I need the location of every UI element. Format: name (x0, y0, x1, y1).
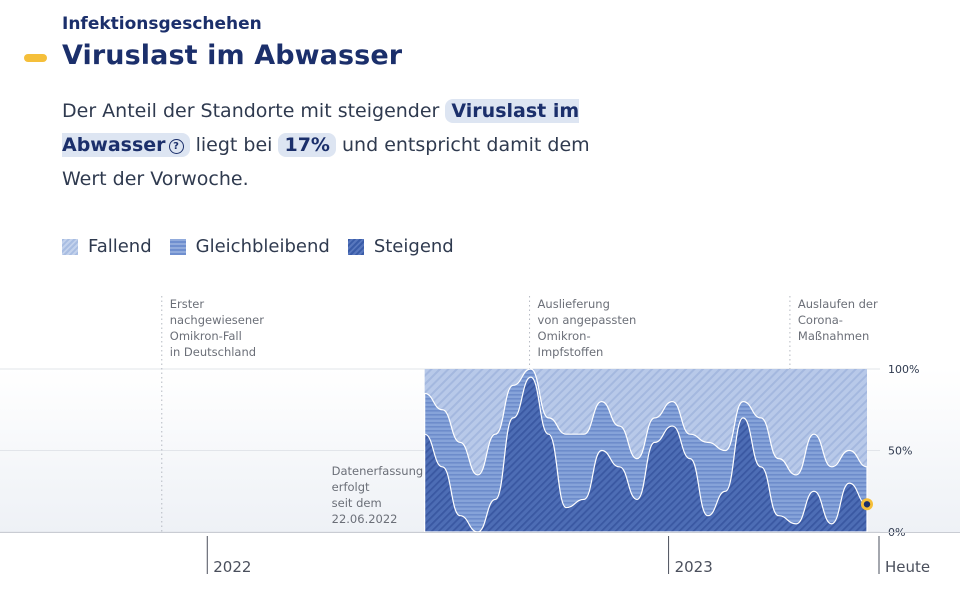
legend-item-gleichbleibend: Gleichbleibend (169, 236, 330, 257)
page-title: Viruslast im Abwasser (62, 40, 403, 71)
metric-chip-label: Viruslast im Abwasser (62, 100, 580, 156)
section-eyebrow: Infektionsgeschehen (62, 14, 262, 34)
accent-bar (24, 54, 47, 62)
x-tick-label: 2022 (213, 558, 251, 576)
info-circle-icon[interactable]: ? (168, 139, 184, 154)
legend-swatch-gleichbleibend (169, 238, 186, 255)
x-tick-label: Heute (885, 558, 930, 576)
legend-label-steigend: Steigend (373, 236, 454, 257)
value-chip: 17% (278, 133, 336, 157)
annotation-label: Erster nachgewiesener Omikron-Fall in Deuts… (170, 297, 264, 359)
summary-part-3: und entspricht damit dem Wert der Vorwoc… (62, 134, 590, 190)
legend-item-fallend: Fallend (62, 236, 152, 257)
wastewater-area-chart: Erster nachgewiesener Omikron-Fall in Deuts… (0, 296, 960, 576)
x-tick-label: 2023 (675, 558, 713, 576)
y-tick-label: 100% (888, 363, 919, 376)
legend-swatch-steigend (347, 238, 364, 255)
chart-legend: Fallend Gleichbleibend Steigend (62, 236, 454, 257)
summary-part-2: liegt bei (195, 134, 273, 156)
current-value-marker (863, 501, 871, 508)
annotation-label: Auslaufen der Corona-Maßnahmen (798, 297, 878, 343)
legend-swatch-fallend (62, 238, 78, 255)
summary-text: Der Anteil der Standorte mit steigender … (62, 94, 622, 196)
axis-layer: 0%50%100%2022 2023 Heute (0, 363, 960, 576)
area-steigend (424, 376, 868, 533)
y-tick-label: 50% (888, 445, 912, 458)
annotation-label: Auslieferung von angepassten Omikron-Impfs… (538, 297, 637, 359)
legend-label-gleichbleibend: Gleichbleibend (195, 236, 330, 257)
summary-part-1: Der Anteil der Standorte mit steigender (62, 100, 440, 122)
data-start-note: Datenerfassung erfolgt seit dem 22.06.2022 (332, 464, 424, 526)
area-layer (424, 368, 868, 533)
legend-label-fallend: Fallend (88, 236, 152, 257)
legend-item-steigend: Steigend (347, 236, 454, 257)
